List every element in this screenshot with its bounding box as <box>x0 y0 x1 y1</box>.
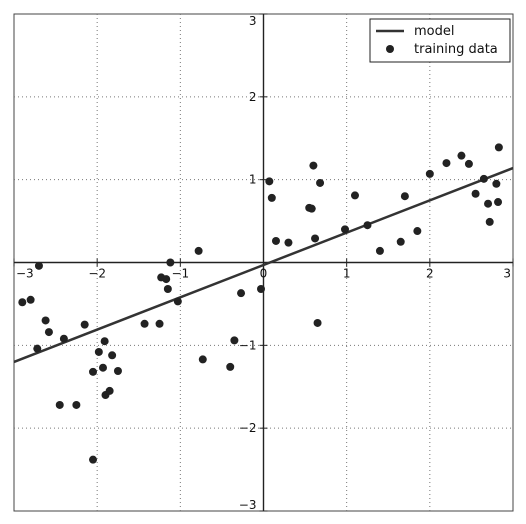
training-data-point-2 <box>34 261 43 270</box>
training-data-point-37 <box>307 204 316 213</box>
training-data-point-59 <box>494 143 503 152</box>
training-data-point-54 <box>479 174 488 183</box>
training-data-point-40 <box>313 318 322 327</box>
training-data-point-50 <box>442 159 451 168</box>
training-data-point-33 <box>267 193 276 202</box>
legend: model training data <box>369 18 511 63</box>
training-data-point-19 <box>140 319 149 328</box>
training-data-point-43 <box>350 191 359 200</box>
x-tick-label-2: −1 <box>171 267 189 281</box>
training-data-point-23 <box>163 285 172 294</box>
training-data-point-35 <box>284 238 293 247</box>
training-data-point-18 <box>89 455 98 464</box>
training-data-point-51 <box>457 151 466 160</box>
training-data-point-22 <box>162 275 171 284</box>
legend-model-label: model <box>414 24 454 39</box>
training-data-point-0 <box>18 298 27 307</box>
training-data-point-49 <box>425 169 434 178</box>
training-data-point-48 <box>413 227 422 236</box>
x-tick-label-6: 3 <box>503 267 511 281</box>
axes <box>13 13 514 512</box>
y-tick-label-0: −3 <box>239 498 257 512</box>
training-data-point-10 <box>89 367 98 376</box>
training-data-point-44 <box>363 221 372 230</box>
model-line <box>13 166 514 364</box>
training-data-point-42 <box>341 225 350 234</box>
x-tick-label-3: 0 <box>260 267 268 281</box>
training-data-point-47 <box>400 192 409 201</box>
training-data-point-12 <box>98 363 107 372</box>
training-data-point-9 <box>80 320 89 329</box>
training-data-point-53 <box>471 189 480 198</box>
legend-training-data-marker <box>386 45 394 53</box>
x-tick-label-5: 2 <box>426 267 434 281</box>
training-data-point-15 <box>105 386 114 395</box>
training-data-point-34 <box>271 236 280 245</box>
training-data-point-57 <box>492 179 501 188</box>
training-data-point-20 <box>155 319 164 328</box>
training-data-point-6 <box>55 400 64 409</box>
training-data-point-17 <box>113 367 122 376</box>
training-data-point-31 <box>257 285 266 294</box>
training-data-point-24 <box>166 258 175 267</box>
legend-box <box>369 18 511 63</box>
training-data-point-29 <box>230 336 239 345</box>
training-data-point-27 <box>198 355 207 364</box>
training-data-point-4 <box>41 316 50 325</box>
y-tick-label-6: 3 <box>249 14 257 28</box>
training-data-point-46 <box>396 237 405 246</box>
training-data-point-8 <box>72 400 81 409</box>
y-tick-label-2: −1 <box>239 338 257 352</box>
training-data-point-1 <box>26 295 35 304</box>
training-data-point-3 <box>33 344 42 353</box>
training-data-point-55 <box>484 199 493 208</box>
model-line-group <box>13 166 514 364</box>
training-data-point-58 <box>494 198 503 207</box>
training-data-point-16 <box>108 351 117 360</box>
training-data-point-5 <box>44 328 53 337</box>
training-data-point-28 <box>226 362 235 371</box>
training-data-point-52 <box>464 159 473 168</box>
training-data-point-56 <box>485 217 494 226</box>
tick-labels: −3 −2 −1 0 1 2 3 −3 −2 −1 1 2 3 <box>16 14 511 512</box>
training-data-point-45 <box>375 246 384 255</box>
training-data-point-32 <box>265 177 274 186</box>
y-tick-label-1: −2 <box>239 421 257 435</box>
legend-training-data-label: training data <box>414 42 498 57</box>
training-data-point-13 <box>100 337 109 346</box>
y-tick-label-4: 1 <box>249 173 257 187</box>
training-data-point-41 <box>316 178 325 187</box>
x-tick-label-4: 1 <box>343 267 351 281</box>
y-tick-label-5: 2 <box>249 90 257 104</box>
training-data-point-11 <box>94 347 103 356</box>
training-data-point-38 <box>309 161 318 170</box>
training-data-point-30 <box>237 289 246 298</box>
training-data-point-26 <box>194 246 203 255</box>
training-data-point-7 <box>59 334 68 343</box>
training-data-point-25 <box>173 297 182 306</box>
x-tick-label-0: −3 <box>16 267 34 281</box>
x-tick-label-1: −2 <box>88 267 106 281</box>
training-data-points <box>18 143 503 464</box>
training-data-point-39 <box>311 234 320 243</box>
